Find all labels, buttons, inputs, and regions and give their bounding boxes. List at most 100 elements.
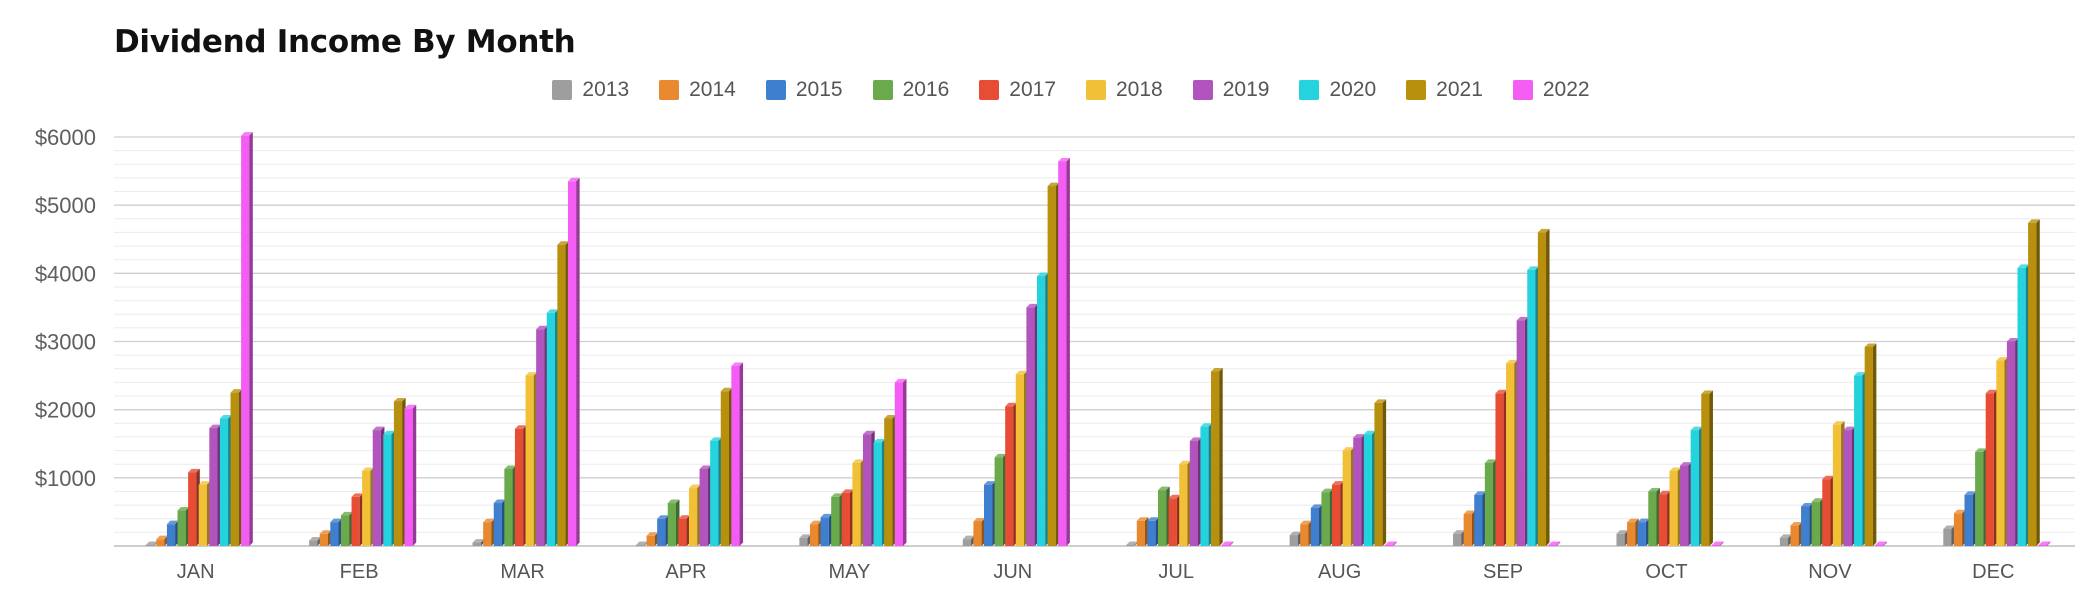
bar[interactable] (404, 404, 417, 546)
bar[interactable] (1221, 541, 1234, 547)
bar[interactable] (1005, 402, 1017, 546)
bar[interactable] (1658, 490, 1671, 546)
bar[interactable] (166, 520, 179, 546)
bar[interactable] (983, 481, 996, 546)
legend-item[interactable]: 2017 (979, 78, 1056, 102)
bar[interactable] (1953, 509, 1966, 546)
bar[interactable] (1996, 357, 2008, 546)
bar[interactable] (1616, 530, 1629, 546)
bar[interactable] (2038, 541, 2051, 547)
bar[interactable] (678, 515, 691, 546)
bar[interactable] (1964, 491, 1977, 546)
bar[interactable] (1875, 541, 1887, 547)
bar[interactable] (894, 378, 907, 546)
bar[interactable] (667, 499, 680, 546)
bar[interactable] (1811, 498, 1824, 546)
bar[interactable] (2028, 219, 2040, 546)
bar[interactable] (1168, 494, 1181, 546)
bar[interactable] (799, 534, 812, 546)
bar[interactable] (1353, 434, 1365, 546)
bar[interactable] (1211, 367, 1223, 546)
bar[interactable] (1495, 389, 1508, 546)
bar[interactable] (362, 467, 374, 546)
bar[interactable] (1843, 426, 1856, 546)
bar[interactable] (1779, 534, 1792, 546)
bar[interactable] (820, 513, 833, 546)
bar[interactable] (372, 426, 385, 546)
bar[interactable] (156, 535, 169, 546)
bar[interactable] (852, 459, 865, 546)
bar[interactable] (393, 397, 406, 546)
bar[interactable] (351, 493, 364, 546)
bar[interactable] (1648, 487, 1660, 546)
bar[interactable] (330, 518, 343, 546)
bar[interactable] (1474, 491, 1486, 546)
bar[interactable] (493, 499, 506, 546)
bar[interactable] (1548, 541, 1561, 547)
bar[interactable] (177, 507, 190, 546)
bar[interactable] (1289, 531, 1302, 546)
bar[interactable] (340, 511, 353, 546)
bar[interactable] (1015, 370, 1028, 546)
bar[interactable] (1975, 448, 1987, 546)
bar[interactable] (472, 539, 485, 546)
bar[interactable] (1300, 520, 1312, 546)
bar[interactable] (2006, 338, 2019, 546)
bar[interactable] (1790, 522, 1803, 546)
bar[interactable] (1484, 459, 1497, 546)
bar[interactable] (1680, 462, 1692, 546)
bar[interactable] (219, 415, 232, 546)
bar[interactable] (731, 362, 744, 546)
bar[interactable] (504, 465, 517, 546)
bar[interactable] (536, 325, 548, 546)
bar[interactable] (1506, 359, 1518, 546)
bar[interactable] (1864, 343, 1877, 546)
bar[interactable] (1690, 426, 1703, 546)
bar[interactable] (319, 530, 332, 546)
legend-item[interactable]: 2020 (1299, 78, 1376, 102)
bar[interactable] (873, 438, 886, 546)
bar[interactable] (1374, 399, 1387, 546)
bar[interactable] (1537, 228, 1550, 546)
bar[interactable] (841, 489, 854, 546)
bar[interactable] (1943, 525, 1955, 546)
bar[interactable] (1854, 372, 1866, 546)
bar[interactable] (514, 425, 527, 546)
bar[interactable] (809, 520, 822, 546)
legend-item[interactable]: 2015 (765, 78, 843, 102)
bar[interactable] (241, 132, 253, 547)
bar[interactable] (525, 372, 538, 546)
bar[interactable] (1047, 182, 1060, 546)
bar[interactable] (383, 430, 396, 546)
bar[interactable] (1516, 316, 1529, 546)
legend-item[interactable]: 2013 (552, 78, 629, 102)
bar[interactable] (230, 389, 243, 546)
bar[interactable] (699, 465, 712, 546)
bar[interactable] (546, 309, 559, 546)
bar[interactable] (646, 532, 659, 546)
bar[interactable] (710, 437, 722, 546)
bar[interactable] (1363, 430, 1376, 546)
bar[interactable] (1058, 158, 1070, 547)
bar[interactable] (1832, 421, 1845, 546)
bar[interactable] (557, 241, 570, 546)
bar[interactable] (1179, 460, 1191, 546)
bar[interactable] (962, 535, 975, 546)
legend-item[interactable]: 2021 (1406, 78, 1483, 102)
bar[interactable] (1463, 510, 1476, 546)
legend-item[interactable]: 2016 (872, 78, 949, 102)
legend-item[interactable]: 2019 (1192, 78, 1269, 102)
bar[interactable] (1026, 303, 1039, 546)
bar[interactable] (1036, 272, 1049, 546)
bar[interactable] (2017, 264, 2030, 546)
bar[interactable] (567, 177, 580, 546)
bar[interactable] (1701, 390, 1713, 546)
bar[interactable] (1200, 423, 1213, 546)
bar[interactable] (1332, 481, 1344, 546)
bar[interactable] (1985, 389, 1998, 546)
bar[interactable] (1627, 518, 1639, 546)
bar[interactable] (1453, 530, 1465, 546)
bar[interactable] (1822, 475, 1834, 546)
bar[interactable] (209, 424, 222, 546)
bar[interactable] (1310, 504, 1323, 546)
